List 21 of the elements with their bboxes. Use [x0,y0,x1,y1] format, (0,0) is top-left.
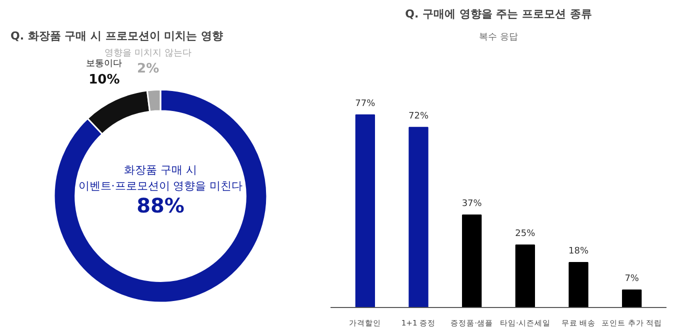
data-label: 77% [355,98,376,109]
bar [462,214,482,308]
bar [515,244,535,308]
bar [355,114,375,308]
data-label: 88% [136,193,184,218]
chart-title: Q. 화장품 구매 시 프로모션이 미치는 영향 [10,30,224,42]
bar [408,126,428,308]
bar [568,262,588,308]
data-label: 2% [137,62,160,77]
data-label: 25% [515,228,536,239]
data-label: 72% [408,111,429,122]
data-label: 37% [462,198,482,209]
data-label: 18% [568,246,589,256]
slice-label: 영향을 미치지 않는다 [104,48,192,58]
bar [622,289,642,308]
data-label: 7% [624,274,640,284]
slice-label: 화장품 구매 시 이벤트·프로모션이 영향을 미친다 [78,164,243,192]
data-label: 10% [88,72,120,88]
slice-label: 보통이다 [86,59,122,70]
chart-subtitle: 복수 응답 [479,32,518,42]
chart-title: Q. 구매에 영향을 주는 프로모션 종류 [405,8,592,20]
